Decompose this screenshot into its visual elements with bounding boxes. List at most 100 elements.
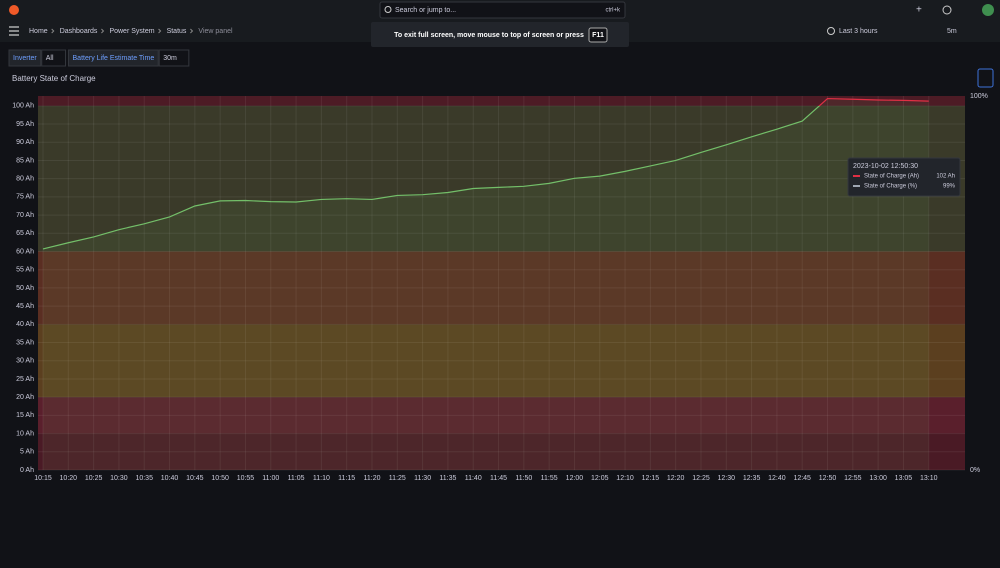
tooltip: 2023-10-02 12:50:30 State of Charge (Ah) 1… bbox=[847, 157, 961, 197]
x-tick-label: 12:50 bbox=[819, 475, 837, 482]
x-tick-label: 12:55 bbox=[844, 475, 862, 482]
threshold-band bbox=[38, 397, 965, 434]
y-tick-label: 95 Ah bbox=[16, 121, 34, 128]
x-tick-label: 11:40 bbox=[465, 475, 482, 482]
shortcut: ctrl+k bbox=[605, 8, 621, 14]
y-tick-label: 25 Ah bbox=[16, 376, 34, 383]
tooltip-box bbox=[847, 157, 961, 197]
variable-value[interactable]: 30m bbox=[163, 55, 177, 62]
y-tick-label: 5 Ah bbox=[20, 449, 34, 456]
x-tick-label: 11:45 bbox=[490, 475, 507, 482]
x-tick-label: 12:15 bbox=[642, 475, 660, 482]
menu-icon[interactable] bbox=[9, 26, 19, 36]
tooltip-series-name: State of Charge (Ah) bbox=[864, 174, 919, 180]
x-tick-label: 12:45 bbox=[793, 475, 811, 482]
y-tick-label: 85 Ah bbox=[16, 157, 34, 164]
variable-select[interactable] bbox=[41, 49, 67, 67]
x-tick-label: 11:30 bbox=[414, 475, 431, 482]
variables: Inverter All Battery Life Estimate Time 30m bbox=[8, 49, 190, 67]
variable-label: Battery Life Estimate Time bbox=[73, 55, 155, 62]
series-area bbox=[43, 98, 929, 471]
y-tick-label: 40 Ah bbox=[16, 321, 34, 328]
x-tick-label: 13:00 bbox=[869, 475, 887, 482]
y-tick-label: 60 Ah bbox=[16, 248, 34, 255]
panel-menu[interactable] bbox=[977, 68, 994, 88]
x-tick-label: 12:35 bbox=[743, 475, 761, 482]
x-tick-label: 13:05 bbox=[895, 475, 913, 482]
x-tick-label: 11:20 bbox=[363, 475, 380, 482]
search-placeholder: Search or jump to... bbox=[395, 7, 456, 14]
tooltip-value: 99% bbox=[943, 184, 956, 190]
x-tick-label: 10:15 bbox=[34, 475, 52, 482]
breadcrumb[interactable]: Status bbox=[167, 28, 187, 35]
y-tick-label: 10 Ah bbox=[16, 430, 34, 437]
x-tick-label: 11:10 bbox=[313, 475, 330, 482]
x-tick-label: 12:40 bbox=[768, 475, 786, 482]
y-tick-label: 75 Ah bbox=[16, 194, 34, 201]
y-tick-label: 65 Ah bbox=[16, 230, 34, 237]
breadcrumb[interactable]: Power System bbox=[109, 28, 154, 35]
y2-tick-label: 0% bbox=[970, 467, 980, 474]
threshold-band bbox=[38, 105, 965, 252]
refresh-picker[interactable]: 5m bbox=[947, 28, 957, 35]
series-line bbox=[42, 97, 929, 250]
panel-title: Battery State of Charge bbox=[12, 74, 96, 83]
x-tick-label: 10:45 bbox=[186, 475, 204, 482]
x-tick-label: 10:25 bbox=[85, 475, 103, 482]
x-tick-label: 12:25 bbox=[692, 475, 710, 482]
logo[interactable] bbox=[9, 5, 19, 15]
y2-tick-label: 100% bbox=[970, 93, 988, 100]
tooltip-series-name: State of Charge (%) bbox=[864, 184, 917, 190]
avatar[interactable] bbox=[982, 4, 994, 16]
x-tick-label: 11:00 bbox=[262, 475, 279, 482]
x-tick-label: 12:00 bbox=[566, 475, 584, 482]
separator bbox=[158, 28, 162, 34]
add-icon[interactable]: + bbox=[916, 5, 922, 16]
x-tick-label: 10:50 bbox=[211, 475, 229, 482]
x-tick-label: 11:15 bbox=[338, 475, 355, 482]
y-tick-label: 50 Ah bbox=[16, 285, 34, 292]
tooltip-value: 102 Ah bbox=[936, 174, 955, 180]
variable-value[interactable]: All bbox=[46, 55, 54, 62]
variable-label-box bbox=[8, 49, 42, 67]
x-tick-label: 10:55 bbox=[237, 475, 255, 482]
x-tick-label: 11:05 bbox=[288, 475, 305, 482]
variable-label-box bbox=[68, 49, 159, 67]
x-tick-label: 10:35 bbox=[135, 475, 153, 482]
x-tick-label: 10:30 bbox=[110, 475, 128, 482]
x-tick-label: 12:05 bbox=[591, 475, 609, 482]
breadcrumbs: Home Dashboards Power System Status View pan… bbox=[29, 28, 233, 35]
search-box[interactable] bbox=[379, 1, 626, 19]
time-picker[interactable]: Last 3 hours bbox=[839, 28, 878, 35]
tooltip-time: 2023-10-02 12:50:30 bbox=[853, 163, 918, 170]
variable-select[interactable] bbox=[158, 49, 190, 67]
y-tick-label: 55 Ah bbox=[16, 267, 34, 274]
key-badge bbox=[588, 27, 608, 43]
y-tick-label: 20 Ah bbox=[16, 394, 34, 401]
separator bbox=[51, 28, 55, 34]
help-icon[interactable] bbox=[942, 5, 952, 15]
x-tick-label: 13:10 bbox=[920, 475, 938, 482]
x-tick-label: 11:25 bbox=[389, 475, 406, 482]
y-tick-label: 30 Ah bbox=[16, 358, 34, 365]
y-tick-label: 100 Ah bbox=[12, 103, 34, 110]
y-tick-label: 15 Ah bbox=[16, 412, 34, 419]
x-tick-label: 11:55 bbox=[541, 475, 558, 482]
toast-text: To exit full screen, move mouse to top o… bbox=[394, 32, 584, 39]
threshold-band bbox=[38, 251, 965, 325]
breadcrumb[interactable]: Dashboards bbox=[60, 28, 98, 35]
separator bbox=[190, 28, 194, 34]
x-tick-label: 11:35 bbox=[439, 475, 456, 482]
x-tick-label: 10:20 bbox=[60, 475, 78, 482]
tooltip-swatch bbox=[853, 175, 860, 177]
x-tick-label: 10:40 bbox=[161, 475, 179, 482]
y-tick-label: 70 Ah bbox=[16, 212, 34, 219]
toast bbox=[371, 22, 629, 47]
y-tick-label: 90 Ah bbox=[16, 139, 34, 146]
separator bbox=[101, 28, 105, 34]
variable-label: Inverter bbox=[13, 55, 37, 62]
breadcrumb[interactable]: Home bbox=[29, 28, 48, 35]
x-tick-label: 12:30 bbox=[718, 475, 736, 482]
